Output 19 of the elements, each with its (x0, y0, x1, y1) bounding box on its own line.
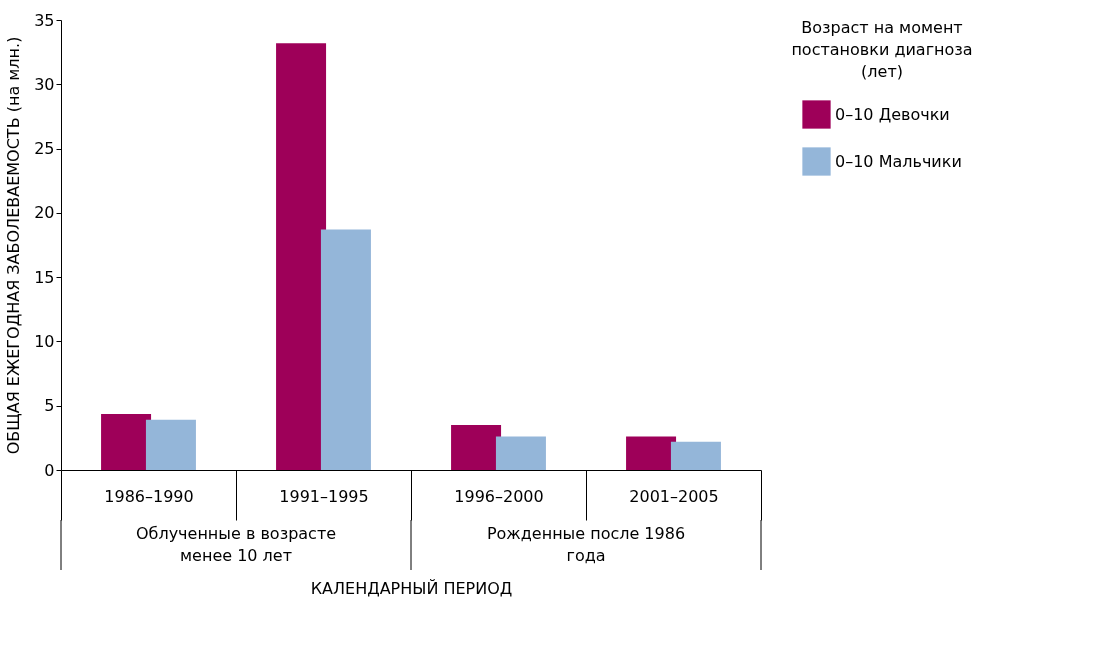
x-tick-label: 2001–2005 (629, 486, 719, 506)
y-tick-label: 30 (34, 74, 55, 94)
y-tick-label: 20 (34, 203, 55, 223)
x-tick-label: 1996–2000 (454, 486, 544, 506)
x-tick-label: 1991–1995 (279, 486, 369, 506)
legend-label: 0–10 Девочки (835, 104, 950, 124)
x-tick-label: 1986–1990 (104, 486, 194, 506)
y-axis-title: ОБЩАЯ ЕЖЕГОДНАЯ ЗАБОЛЕВАЕМОСТЬ (на млн.) (4, 36, 24, 455)
legend-label: 0–10 Мальчики (835, 151, 962, 171)
y-tick-label: 10 (34, 331, 55, 351)
text: Рожденные после 1986 года (486, 524, 686, 565)
x-axis-title: КАЛЕНДАРНЫЙ ПЕРИОД (310, 579, 513, 598)
legend-title: Возраст на момент постановки диагноза (лет) (791, 18, 973, 81)
y-tick-label: 15 (34, 267, 55, 287)
text: Облученные в возрасте менее 10 лет (135, 524, 337, 565)
y-tick-label: 25 (34, 139, 55, 159)
y-tick-label: 0 (44, 460, 55, 480)
y-tick-label: 35 (34, 10, 55, 30)
y-tick-label: 5 (44, 396, 55, 416)
